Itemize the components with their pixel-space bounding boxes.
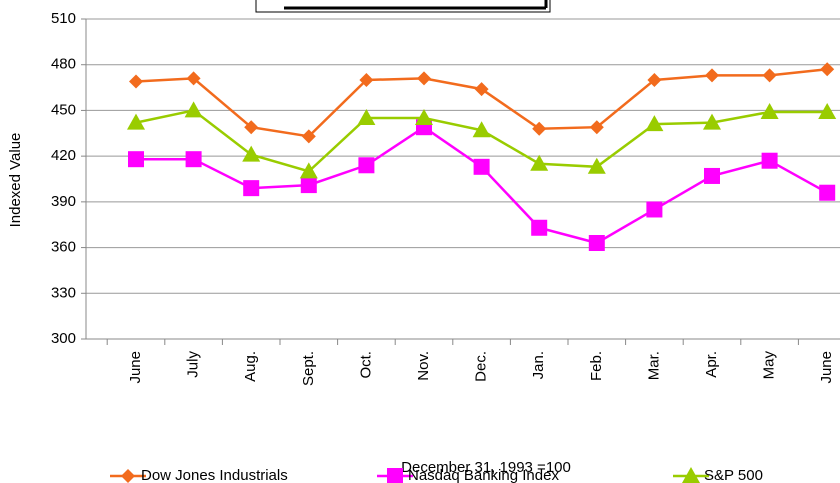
legend-label: Nasdaq Banking Index [408, 467, 559, 483]
marker [299, 162, 318, 179]
marker [682, 467, 700, 483]
marker [647, 72, 662, 87]
x-tick-label: Dec. [473, 351, 490, 382]
marker [703, 113, 721, 130]
x-tick-label: July [185, 351, 202, 378]
y-tick-label: 390 [51, 193, 76, 210]
marker [530, 154, 549, 171]
y-tick-label: 510 [51, 10, 76, 27]
marker [589, 120, 604, 135]
x-tick-label: Mar. [645, 351, 662, 380]
marker [704, 167, 720, 184]
marker [820, 62, 835, 77]
marker [243, 180, 260, 197]
x-tick-label: Sept. [300, 351, 317, 386]
y-axis-label: Indexed Value [7, 133, 24, 228]
x-tick-label: Nov. [415, 351, 432, 381]
marker [387, 468, 403, 483]
marker [473, 158, 490, 175]
y-tick-label: 450 [51, 101, 76, 118]
title-box [255, 0, 551, 13]
x-axis-label: December 31, 1993 =100 [401, 459, 571, 476]
y-tick-label: 300 [51, 330, 76, 347]
marker [127, 113, 145, 130]
marker [645, 115, 664, 132]
marker [359, 72, 374, 87]
marker [357, 109, 376, 126]
x-tick-label: Oct. [357, 351, 374, 379]
marker [242, 145, 261, 162]
marker [819, 184, 836, 201]
marker [474, 82, 489, 97]
marker [128, 151, 144, 168]
y-tick-label: 360 [51, 239, 76, 256]
marker [705, 68, 719, 83]
y-tick-label: 480 [51, 56, 76, 73]
x-tick-label: Feb. [588, 351, 605, 381]
x-tick-label: Apr. [703, 351, 720, 378]
marker [818, 102, 837, 119]
marker [244, 120, 259, 135]
marker [121, 469, 135, 483]
x-tick-label: June [127, 351, 144, 384]
marker [300, 177, 317, 194]
marker [532, 121, 547, 136]
marker [472, 121, 491, 138]
x-tick-label: June [818, 351, 835, 384]
marker [301, 129, 316, 144]
marker [762, 68, 777, 83]
marker [760, 102, 779, 119]
y-tick-label: 420 [51, 147, 76, 164]
marker [761, 152, 778, 169]
x-tick-label: Jan. [530, 351, 547, 379]
marker [186, 71, 201, 86]
legend-label: Dow Jones Industrials [141, 467, 288, 483]
marker [588, 235, 605, 251]
marker [646, 201, 663, 218]
x-tick-label: Aug. [242, 351, 259, 382]
marker [417, 71, 431, 86]
marker [415, 109, 433, 126]
x-tick-label: May [761, 351, 778, 380]
marker [185, 151, 202, 168]
marker [531, 219, 548, 236]
y-tick-label: 330 [51, 284, 76, 301]
marker [587, 157, 606, 174]
marker [184, 101, 203, 118]
marker [129, 74, 143, 89]
legend-label: S&P 500 [704, 467, 763, 483]
marker [358, 157, 375, 174]
